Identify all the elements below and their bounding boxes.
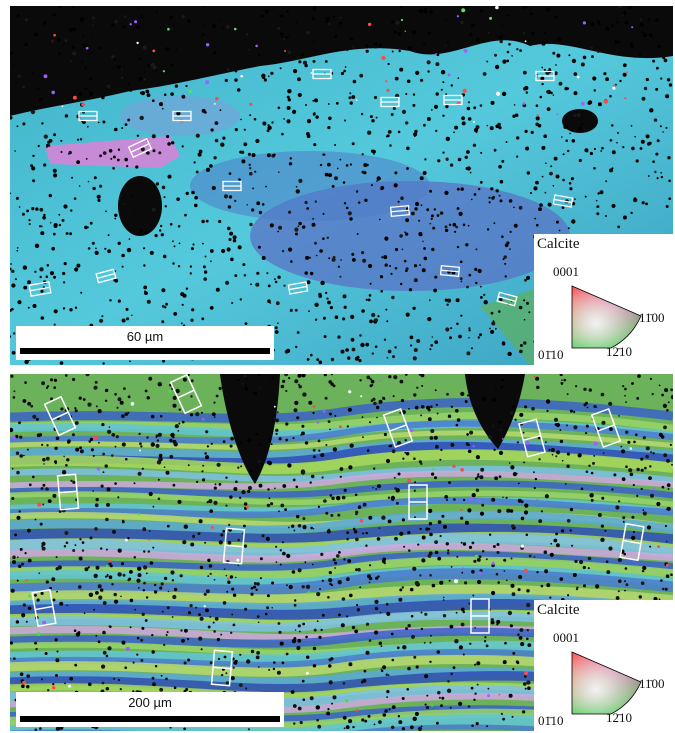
- legend-corner-right: 11̄00: [639, 310, 665, 325]
- legend-corner-bottom-left: 01̄10: [538, 347, 564, 362]
- scalebar-top: 60 µm: [16, 326, 274, 360]
- scalebar-label: 60 µm: [126, 329, 164, 344]
- ebsd-map-top: 60 µm Calcite 0001: [10, 6, 673, 365]
- legend-corner-top: 0001: [553, 264, 579, 279]
- legend-corner-bottom-right: 12̄10: [606, 710, 632, 725]
- scalebar-label: 200 µm: [128, 695, 172, 710]
- legend-title: Calcite: [537, 236, 580, 252]
- orientation-map-bottom: [10, 374, 673, 731]
- ebsd-map-bottom: 200 µm Calcite 0001 11̄00 01̄10 12̄10: [10, 374, 673, 731]
- ipf-legend-bottom: Calcite 0001 11̄00 01̄10 12̄10: [534, 600, 673, 731]
- scalebar-line: [20, 348, 270, 354]
- legend-corner-bottom-left: 01̄10: [538, 713, 564, 728]
- scalebar-bottom: 200 µm: [16, 692, 284, 727]
- scalebar-line: [20, 716, 280, 722]
- legend-corner-bottom-right: 12̄10: [606, 344, 632, 359]
- crystal-outlines-bottom: [31, 374, 645, 687]
- ipf-color-key: [571, 651, 642, 715]
- legend-corner-right: 11̄00: [639, 676, 665, 691]
- ipf-legend-top: Calcite 0001: [534, 234, 673, 365]
- crystal-outlines-top: [28, 68, 574, 307]
- ipf-color-key: [571, 285, 642, 349]
- legend-corner-top: 0001: [553, 630, 579, 645]
- legend-title: Calcite: [537, 602, 580, 618]
